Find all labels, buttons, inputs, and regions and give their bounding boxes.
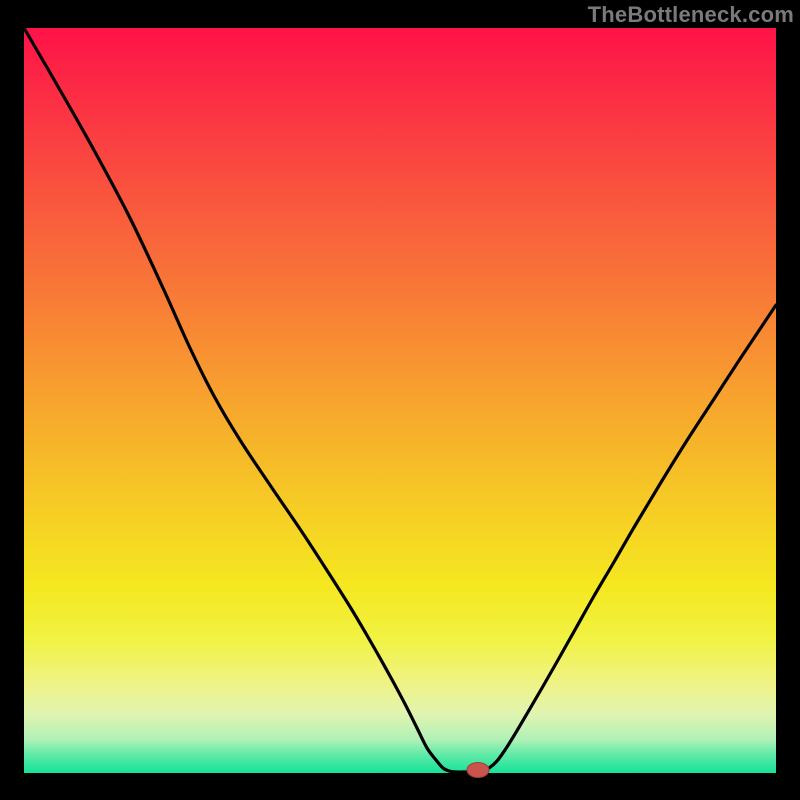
optimal-point-marker [467,763,489,778]
bottleneck-chart [0,0,800,800]
watermark-text: TheBottleneck.com [588,2,794,28]
plot-background [24,28,776,773]
